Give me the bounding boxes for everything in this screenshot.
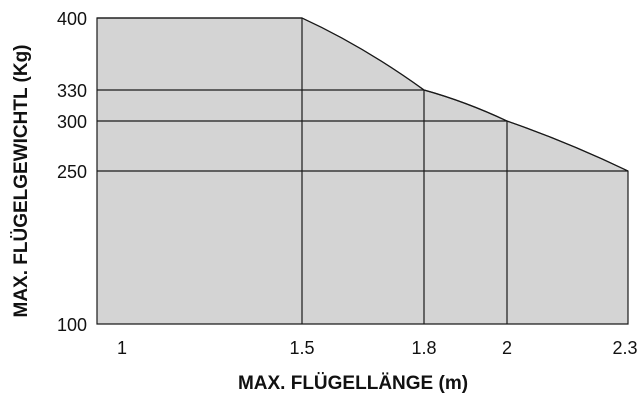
y-tick-labels: 100 250 300 330 400 xyxy=(57,9,87,335)
x-tick-label: 1 xyxy=(117,338,127,358)
x-tick-labels: 1 1.5 1.8 2 2.3 xyxy=(117,338,638,358)
x-tick-label: 1.5 xyxy=(289,338,314,358)
x-tick-label: 2.3 xyxy=(612,338,637,358)
grid-lines xyxy=(97,18,628,324)
x-tick-label: 1.8 xyxy=(411,338,436,358)
x-tick-label: 2 xyxy=(502,338,512,358)
y-tick-label: 300 xyxy=(57,112,87,132)
curve-line xyxy=(97,17,629,172)
y-tick-label: 100 xyxy=(57,315,87,335)
y-tick-label: 330 xyxy=(57,81,87,101)
x-axis-title: MAX. FLÜGELLÄNGE (m) xyxy=(238,373,468,394)
y-tick-label: 250 xyxy=(57,162,87,182)
y-tick-label: 400 xyxy=(57,9,87,29)
y-axis-title: MAX. FLÜGELGEWICHTL (Kg) xyxy=(11,44,32,317)
